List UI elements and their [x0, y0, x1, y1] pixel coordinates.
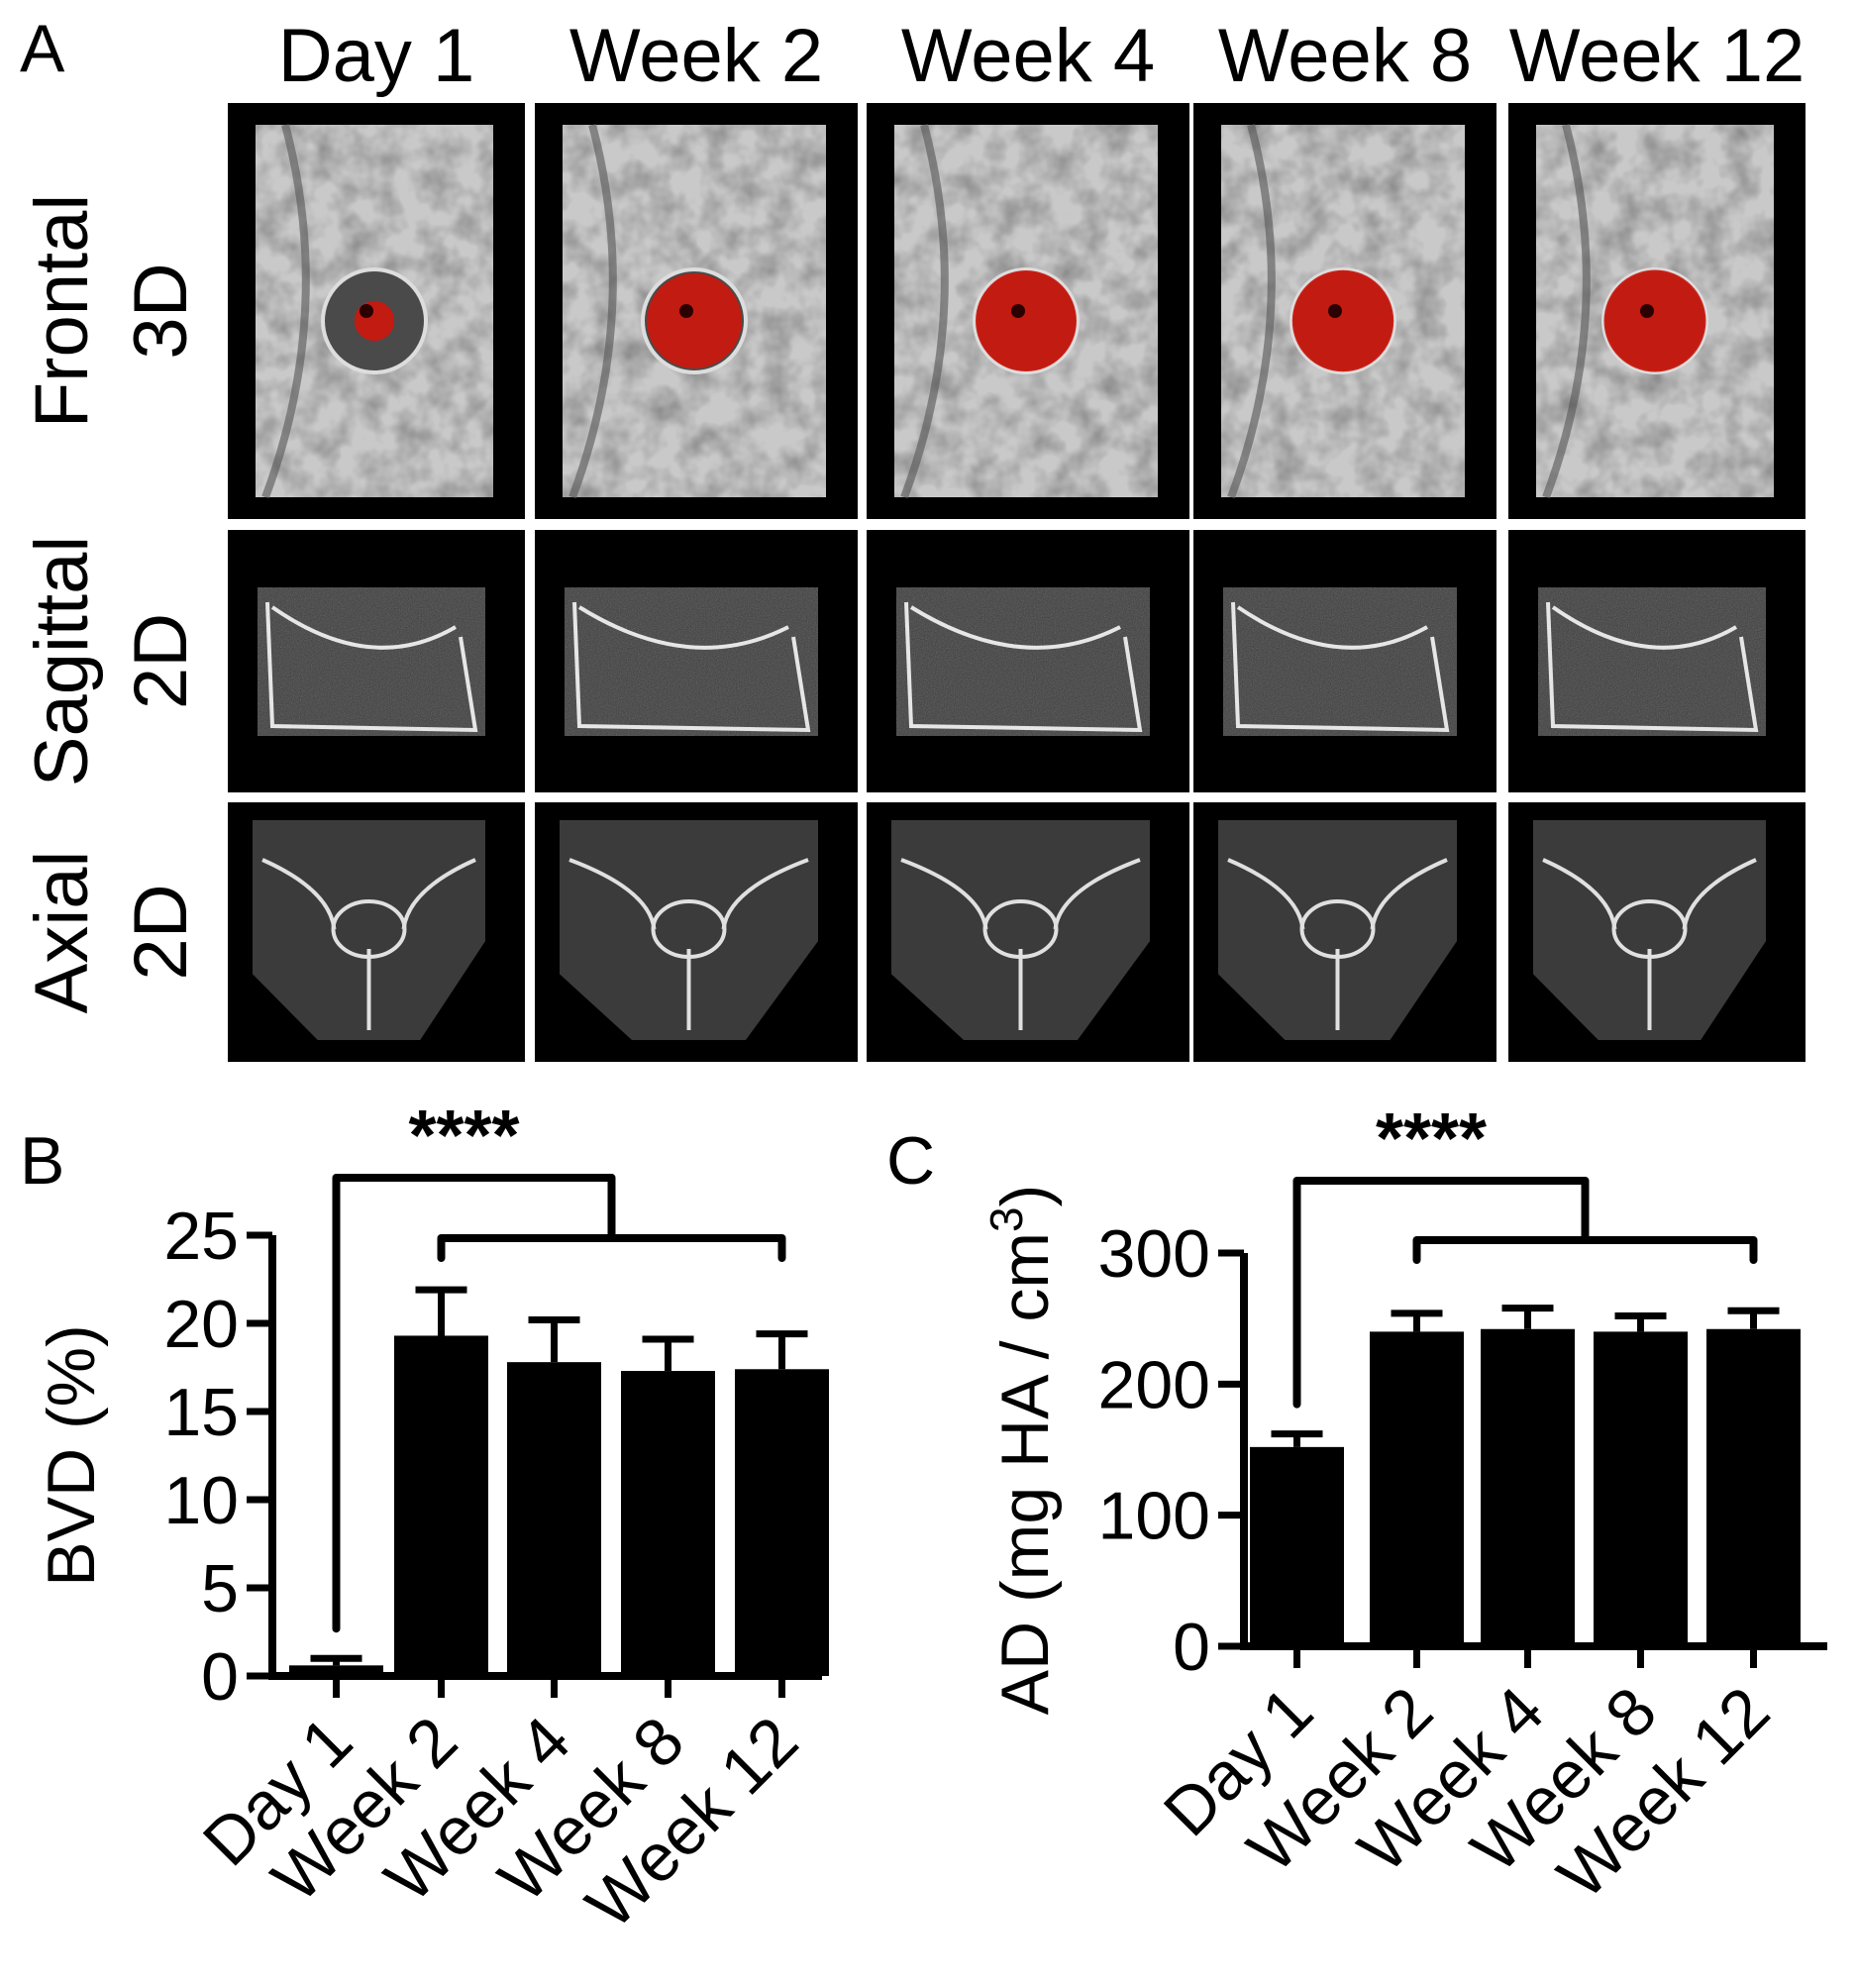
y-tick-label: 20 — [163, 1287, 239, 1362]
panel-a-letter: A — [20, 11, 65, 86]
column-header: Week 2 — [569, 14, 823, 98]
y-tick-label: 0 — [1173, 1610, 1210, 1685]
bar — [507, 1362, 601, 1676]
column-header: Week 12 — [1509, 14, 1805, 98]
micro-ct-image — [1508, 103, 1805, 519]
bar — [1250, 1446, 1344, 1646]
bar — [394, 1335, 488, 1676]
bar — [1370, 1331, 1464, 1646]
micro-ct-image — [867, 103, 1189, 519]
defect-fill-mark — [1603, 269, 1706, 372]
row-dim-label: 3D — [119, 262, 203, 359]
row-header: Axial 2D — [20, 851, 203, 1014]
column-headers: Day 1 Week 2 Week 4 Week 8 Week 12 — [278, 14, 1805, 98]
y-tick-label: 5 — [201, 1551, 239, 1626]
row-dim-label: 2D — [119, 884, 203, 980]
defect-fill-mark — [976, 270, 1077, 371]
bar — [621, 1371, 715, 1676]
panel-c-letter: C — [886, 1123, 935, 1199]
column-header: Week 4 — [901, 14, 1155, 98]
bar — [1594, 1331, 1688, 1646]
micro-ct-image — [1508, 802, 1805, 1062]
row-dim-label: 2D — [119, 613, 203, 709]
bar — [1706, 1328, 1801, 1646]
row-header: Frontal 3D — [20, 194, 203, 429]
micro-ct-image — [867, 530, 1189, 792]
micro-ct-image — [228, 103, 525, 519]
micro-ct-image — [867, 802, 1189, 1062]
bar — [735, 1369, 829, 1676]
bar — [289, 1665, 383, 1676]
significance-label: **** — [408, 1097, 519, 1176]
row-view-label: Frontal — [20, 194, 104, 429]
y-tick-label: 300 — [1098, 1216, 1210, 1292]
y-tick-label: 25 — [163, 1199, 239, 1274]
column-header: Week 8 — [1218, 14, 1472, 98]
significance-bracket — [1292, 1177, 1758, 1409]
row-view-label: Sagittal — [20, 536, 104, 787]
row-header: Sagittal 2D — [20, 536, 203, 787]
defect-fill-mark — [647, 273, 742, 368]
image-grid — [228, 103, 1805, 1062]
row-view-label: Axial — [20, 851, 104, 1014]
micro-ct-image — [535, 530, 858, 792]
micro-ct-image — [535, 103, 858, 519]
y-axis-title: AD (mg HA / cm3) — [980, 1185, 1063, 1716]
panel-a: A Day 1 Week 2 Week 4 Week 8 Week 12 Frontal… — [20, 11, 1805, 1062]
micro-ct-image — [1508, 530, 1805, 792]
micro-ct-image — [1193, 802, 1496, 1062]
panel-b-letter: B — [20, 1123, 64, 1199]
defect-fill-mark — [1291, 269, 1394, 372]
y-tick-label: 100 — [1098, 1479, 1210, 1554]
micro-ct-image — [228, 802, 525, 1062]
y-tick-label: 200 — [1098, 1347, 1210, 1422]
micro-ct-image — [1193, 103, 1496, 519]
bar — [1481, 1328, 1575, 1646]
micro-ct-image — [1193, 530, 1496, 792]
defect-fill-mark — [354, 300, 395, 342]
micro-ct-image — [228, 530, 525, 792]
micro-ct-image — [535, 802, 858, 1062]
significance-bracket — [332, 1174, 786, 1633]
y-tick-label: 10 — [163, 1463, 239, 1538]
significance-label: **** — [1376, 1099, 1487, 1179]
y-tick-label: 15 — [163, 1375, 239, 1450]
y-axis-title: BVD (%) — [34, 1324, 109, 1586]
column-header: Day 1 — [278, 14, 475, 98]
y-tick-label: 0 — [201, 1639, 239, 1715]
